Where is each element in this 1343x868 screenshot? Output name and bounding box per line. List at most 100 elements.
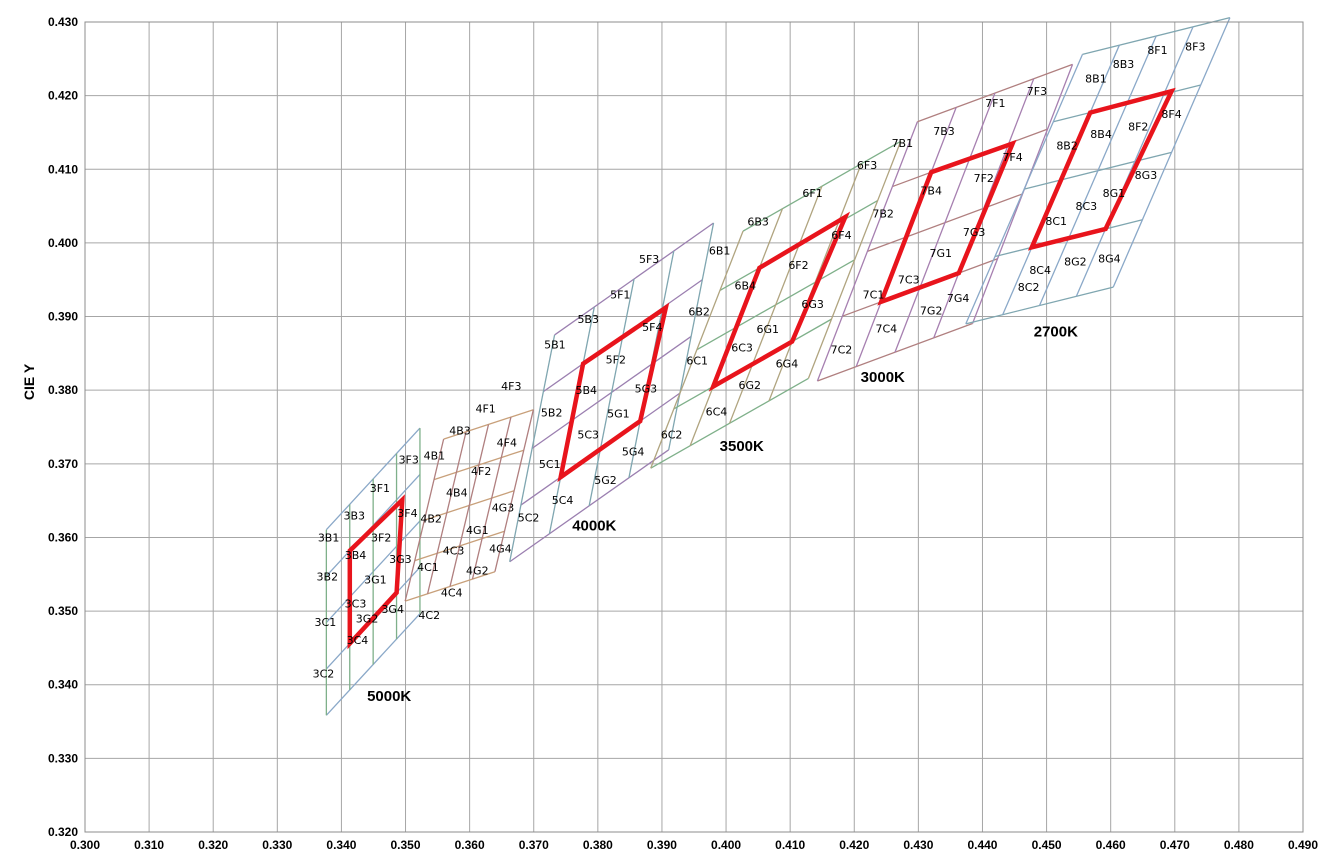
bin-label: 5C3 xyxy=(577,428,599,441)
bin-edge xyxy=(426,431,467,594)
bin-label: 3F1 xyxy=(370,482,390,495)
bin-label: 4G3 xyxy=(492,501,515,514)
y-tick-label: 0.320 xyxy=(48,825,78,839)
bin-label: 7B3 xyxy=(933,125,955,138)
center-bin-outline xyxy=(557,302,670,483)
bin-label: 5G2 xyxy=(594,474,617,487)
bin-edge xyxy=(1038,35,1157,306)
plot-frame xyxy=(84,21,1304,833)
bin-label: 4B3 xyxy=(449,425,471,438)
bin-label: 8C1 xyxy=(1045,215,1067,228)
bin-label: 4B1 xyxy=(424,450,446,463)
y-tick-label: 0.350 xyxy=(48,604,78,618)
x-tick-label: 0.470 xyxy=(1160,838,1190,852)
y-tick-label: 0.420 xyxy=(48,89,78,103)
bin-edge xyxy=(1112,17,1231,288)
center-quadrangles xyxy=(347,87,1176,650)
bin-label: 4F4 xyxy=(497,436,517,449)
bin-edge xyxy=(816,121,919,382)
bin-label: 3B1 xyxy=(318,531,340,544)
bin-label: 6C4 xyxy=(706,406,728,419)
x-tick-label: 0.450 xyxy=(1032,838,1062,852)
bin-label: 5G1 xyxy=(607,408,630,421)
bin-label: 4B2 xyxy=(420,512,442,525)
bin-label: 4F1 xyxy=(475,403,495,416)
bin-label: 5C2 xyxy=(518,512,540,525)
bin-label: 6F3 xyxy=(857,159,877,172)
bin-label: 5B1 xyxy=(544,339,566,352)
bin-edge xyxy=(494,409,535,572)
cct-label: 2700K xyxy=(1034,323,1078,340)
x-tick-label: 0.310 xyxy=(134,838,164,852)
x-tick-label: 0.390 xyxy=(647,838,677,852)
bin-label: 8G3 xyxy=(1135,169,1158,182)
y-tick-label: 0.400 xyxy=(48,236,78,250)
x-tick-label: 0.380 xyxy=(583,838,613,852)
bin-label: 3G1 xyxy=(364,573,387,586)
bin-label: 5C1 xyxy=(539,458,561,471)
bin-label: 8B2 xyxy=(1056,140,1078,153)
bin-label: 6C3 xyxy=(731,341,753,354)
bin-label: 4G2 xyxy=(466,565,489,578)
x-tick-label: 0.330 xyxy=(262,838,292,852)
bin-label: 3C3 xyxy=(345,598,367,611)
bin-edge xyxy=(668,222,715,450)
cct-label: 5000K xyxy=(367,688,411,705)
bin-label: 6F2 xyxy=(788,259,808,272)
bin-label: 6B4 xyxy=(735,280,757,293)
bin-label: 7C2 xyxy=(831,344,853,357)
bin-label: 6G3 xyxy=(801,298,824,311)
bin-label: 4G4 xyxy=(489,543,512,556)
bin-label: 3C2 xyxy=(313,668,335,681)
bin-label: 7G4 xyxy=(947,292,970,305)
y-tick-label: 0.430 xyxy=(48,15,78,29)
x-tick-label: 0.360 xyxy=(455,838,485,852)
x-tick-label: 0.490 xyxy=(1288,838,1318,852)
bin-label: 7C3 xyxy=(898,274,920,287)
bin-label: 7B2 xyxy=(872,207,894,220)
bin-label: 3F2 xyxy=(371,531,391,544)
bin-label: 3G3 xyxy=(389,553,412,566)
bin-label: 6C2 xyxy=(661,428,683,441)
bin-edge xyxy=(728,185,823,424)
bin-label: 6B3 xyxy=(747,216,769,229)
x-tick-label: 0.480 xyxy=(1224,838,1254,852)
bin-label: 7F2 xyxy=(974,172,994,185)
bin-label: 8F2 xyxy=(1128,121,1148,134)
bin-label: 3B2 xyxy=(317,570,339,583)
bin-label: 8C3 xyxy=(1075,200,1097,213)
bin-label: 3G2 xyxy=(356,612,379,625)
cct-label: 3500K xyxy=(720,438,764,455)
bin-edge xyxy=(404,438,445,602)
x-tick-label: 0.420 xyxy=(839,838,869,852)
bin-label: 4F2 xyxy=(471,465,491,478)
bin-label: 3G4 xyxy=(381,603,404,616)
bin-label: 8F3 xyxy=(1185,40,1205,53)
bin-edge xyxy=(471,416,512,580)
x-tick-label: 0.300 xyxy=(70,838,100,852)
bin-label: 3F4 xyxy=(397,507,417,520)
bin-label: 5G4 xyxy=(622,445,645,458)
bin-edge xyxy=(449,424,490,587)
bin-label: 4C2 xyxy=(418,609,440,622)
x-tick-label: 0.440 xyxy=(967,838,997,852)
bin-label: 7B4 xyxy=(920,185,942,198)
y-tick-label: 0.380 xyxy=(48,383,78,397)
center-bin-outline xyxy=(1027,87,1176,251)
center-bin-outline xyxy=(708,211,851,392)
bin-label: 8F1 xyxy=(1147,44,1167,57)
bin-label: 4C1 xyxy=(417,561,439,574)
bin-label: 8G2 xyxy=(1064,255,1087,268)
x-tick-label: 0.350 xyxy=(391,838,421,852)
bin-label: 3C4 xyxy=(347,634,369,647)
bin-label: 5F1 xyxy=(610,288,630,301)
bin-edge xyxy=(807,141,902,379)
y-axis-label: CIE Y xyxy=(21,363,37,400)
center-bin-outline xyxy=(877,139,1017,306)
bin-label: 4C4 xyxy=(441,587,463,600)
bin-label: 7F3 xyxy=(1027,85,1047,98)
bin-edge xyxy=(509,334,556,562)
x-tick-label: 0.340 xyxy=(326,838,356,852)
bin-edge xyxy=(965,54,1084,325)
